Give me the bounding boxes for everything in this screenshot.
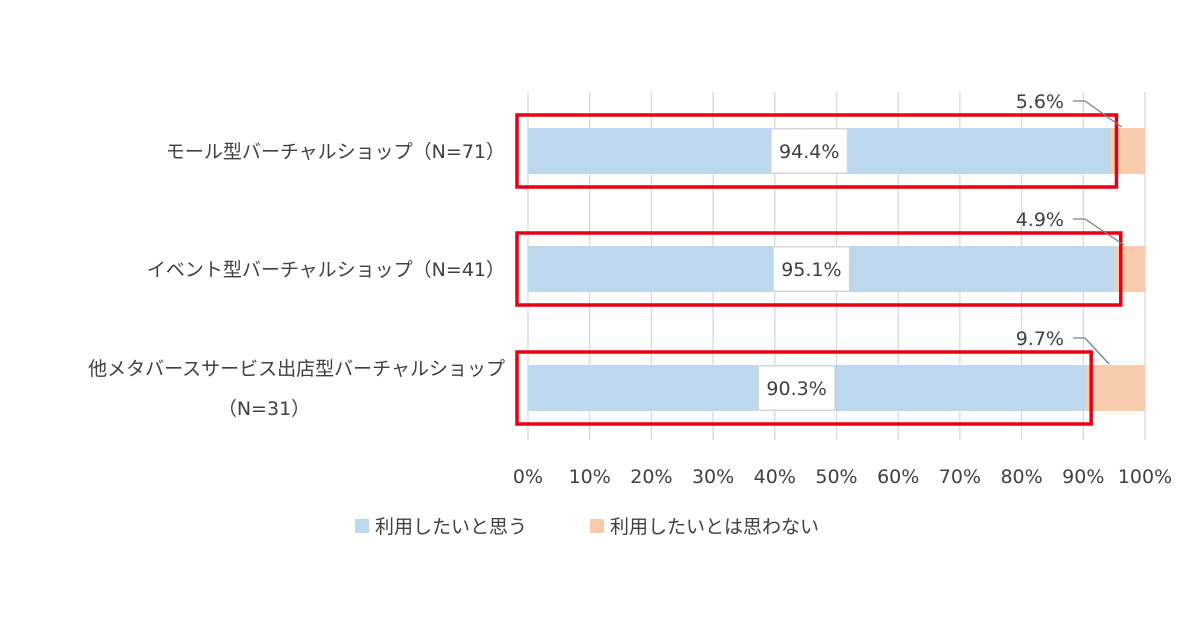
category-label: 他メタバースサービス出店型バーチャルショップ xyxy=(88,358,505,380)
category-label: モール型バーチャルショップ（N=71） xyxy=(166,141,505,163)
data-label-negative: 5.6% xyxy=(1016,91,1064,113)
x-tick-label: 20% xyxy=(630,466,672,488)
data-label-positive: 94.4% xyxy=(779,141,839,163)
legend-label-negative: 利用したいとは思わない xyxy=(610,516,819,538)
x-tick-label: 50% xyxy=(815,466,857,488)
bar-negative xyxy=(1085,365,1145,411)
leader-line xyxy=(1073,100,1123,128)
x-tick-label: 10% xyxy=(569,466,611,488)
highlight-box xyxy=(515,113,1119,189)
data-label-positive: 90.3% xyxy=(766,378,826,400)
legend-swatch-negative xyxy=(590,519,604,533)
x-tick-label: 60% xyxy=(877,466,919,488)
data-label-box xyxy=(758,365,836,411)
data-label-box xyxy=(770,128,848,174)
category-label: （N=31） xyxy=(218,398,310,420)
leader-line xyxy=(1073,337,1110,365)
data-label-positive: 95.1% xyxy=(781,259,841,281)
category-label: イベント型バーチャルショップ（N=41） xyxy=(147,259,505,281)
data-label-negative: 9.7% xyxy=(1016,328,1064,350)
highlight-box xyxy=(515,350,1093,426)
x-tick-label: 90% xyxy=(1062,466,1104,488)
data-label-negative: 4.9% xyxy=(1016,209,1064,231)
legend-label-positive: 利用したいと思う xyxy=(375,516,527,538)
legend-swatch-positive xyxy=(355,519,369,533)
x-tick-label: 40% xyxy=(754,466,796,488)
data-label-box xyxy=(772,246,850,292)
x-tick-label: 30% xyxy=(692,466,734,488)
x-tick-label: 0% xyxy=(513,466,543,488)
leader-line xyxy=(1073,218,1125,246)
x-tick-label: 80% xyxy=(1000,466,1042,488)
x-tick-label: 100% xyxy=(1118,466,1172,488)
highlight-box xyxy=(515,231,1123,307)
x-tick-label: 70% xyxy=(939,466,981,488)
